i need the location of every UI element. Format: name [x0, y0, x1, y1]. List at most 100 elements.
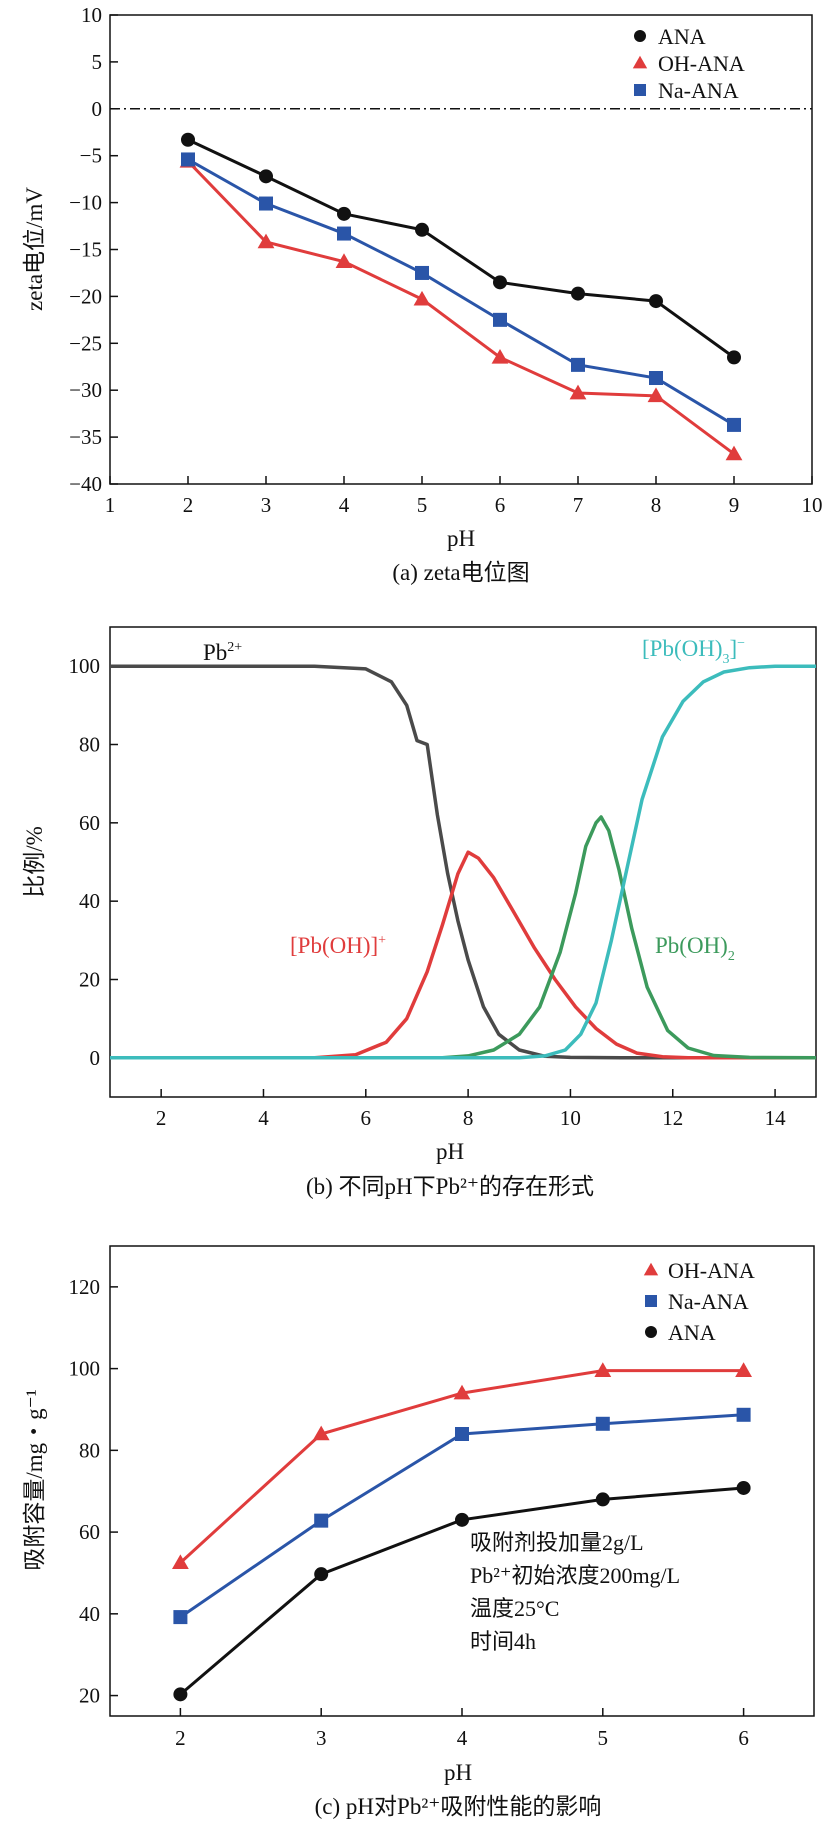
panel-b-x-tick-label-2: 2: [156, 1106, 167, 1130]
legend-c-label-na-ana: Na-ANA: [668, 1289, 749, 1314]
point-c-oh-ana-ph4: [453, 1384, 471, 1400]
point-oh-ana-ph3: [257, 233, 275, 249]
panel-a-x-tick-label-3: 3: [261, 493, 272, 517]
panel-c-x-tick-label-3: 3: [316, 1726, 327, 1750]
panel-a-y-tick-label-10: −10: [69, 191, 102, 215]
panel-a-y-tick-label-5: 5: [92, 50, 103, 74]
note-time: 时间4h: [470, 1629, 536, 1654]
panel-a-y-tick-label-30: −30: [69, 378, 102, 402]
panel-a-y-tick-label-5: −5: [80, 144, 102, 168]
point-na-ana-ph2: [181, 152, 195, 167]
panel-a-x-tick-label-9: 9: [729, 493, 740, 517]
legend-label-na-ana: Na-ANA: [658, 78, 739, 103]
point-ana-ph8: [649, 294, 663, 309]
panel-a-y-axis-label: zeta电位/mV: [22, 187, 47, 311]
point-c-oh-ana-ph3: [312, 1425, 330, 1441]
panel-a-y-tick-label-0: 0: [92, 97, 103, 121]
point-ana-ph6: [493, 275, 507, 290]
point-c-ana-ph5: [595, 1492, 610, 1507]
point-ana-ph3: [259, 169, 273, 184]
panel-b-plot-frame: [109, 626, 817, 1098]
point-c-ana-ph2: [173, 1687, 188, 1702]
legend-c-label-oh-ana: OH-ANA: [668, 1258, 755, 1283]
point-ana-ph2: [181, 132, 195, 147]
panel-a-x-tick-label-10: 10: [802, 493, 823, 517]
point-na-ana-ph7: [571, 357, 585, 372]
point-oh-ana-ph7: [569, 384, 587, 400]
panel-a-series: [179, 132, 743, 461]
legend-marker-na-ana: [634, 84, 646, 96]
species-curve-pb-oh-3: [110, 664, 816, 1060]
point-oh-ana-ph8: [647, 387, 665, 403]
point-na-ana-ph4: [337, 226, 351, 241]
label-pboh3-minus: [Pb(OH)3]−: [642, 636, 745, 667]
panel-c-x-axis-label: pH: [444, 1760, 472, 1785]
label-pboh2: Pb(OH)2: [655, 933, 735, 964]
panel-b-y-tick-label-20: 20: [79, 968, 100, 992]
panel-b-y-tick-label-40: 40: [79, 889, 100, 913]
panel-c-y-tick-label-120: 120: [69, 1275, 101, 1299]
panel-c-x-tick-label-4: 4: [457, 1726, 468, 1750]
point-ana-ph4: [337, 206, 351, 221]
panel-b-x-tick-label-6: 6: [361, 1106, 372, 1130]
panel-b-x-ticks: 2 4 6 8 10 12 14: [156, 1089, 786, 1130]
series-line-ana: [187, 138, 735, 359]
legend-c-label-ana: ANA: [668, 1320, 716, 1345]
panel-b-caption: (b) 不同pH下Pb²⁺的存在形式: [306, 1174, 594, 1199]
legend-label-ana: ANA: [658, 24, 706, 49]
panel-a-y-tick-label-15: −15: [69, 238, 102, 262]
point-na-ana-ph6: [493, 312, 507, 327]
point-na-ana-ph3: [259, 196, 273, 211]
panel-b-y-tick-label-100: 100: [69, 654, 101, 678]
point-c-ana-ph3: [314, 1567, 329, 1582]
panel-c-y-axis-label: 吸附容量/mg・g⁻¹: [22, 1389, 47, 1570]
panel-a-y-tick-label-40: −40: [69, 472, 102, 496]
panel-a-x-tick-label-6: 6: [495, 493, 506, 517]
point-na-ana-ph9: [727, 417, 741, 432]
panel-a-zeta-potential: 1 2 3 4 5 6 7 8 9 10 1050−5−10−15−20−25−30−35−40 …: [22, 3, 823, 585]
panel-a-caption: (a) zeta电位图: [392, 560, 529, 585]
point-c-oh-ana-ph2: [172, 1554, 189, 1570]
panel-c-series: [172, 1362, 752, 1702]
point-oh-ana-ph6: [491, 348, 509, 364]
panel-b-x-tick-label-10: 10: [560, 1106, 581, 1130]
panel-b-x-tick-label-12: 12: [662, 1106, 683, 1130]
legend-label-oh-ana: OH-ANA: [658, 51, 745, 76]
species-curve-pb-oh-2: [110, 815, 817, 1060]
point-oh-ana-ph5: [413, 290, 431, 306]
panel-c-x-tick-label-6: 6: [738, 1726, 749, 1750]
panel-c-x-ticks: 2 3 4 5 6: [175, 1708, 749, 1750]
legend-c-marker-ana: [645, 1326, 657, 1338]
label-pb2plus: Pb2+: [203, 640, 242, 665]
panel-b-y-ticks: 100 80 60 40 20 0: [69, 654, 118, 1070]
panel-b-x-tick-label-8: 8: [463, 1106, 474, 1130]
panel-c-x-tick-label-5: 5: [598, 1726, 609, 1750]
series-line-na-ana: [187, 158, 735, 427]
panel-b-x-axis-label: pH: [436, 1139, 464, 1164]
note-temperature: 温度25°C: [470, 1596, 559, 1621]
species-curve-pb-oh: [110, 850, 816, 1060]
panel-c-conditions-note: 吸附剂投加量2g/L Pb²⁺初始浓度200mg/L 温度25°C 时间4h: [470, 1530, 680, 1654]
point-c-ana-ph4: [455, 1512, 469, 1527]
point-c-na-ana-ph4: [455, 1427, 469, 1441]
panel-c-plot-frame: [109, 1245, 815, 1717]
point-c-na-ana-ph3: [314, 1513, 329, 1528]
panel-b-y-tick-label-60: 60: [79, 811, 100, 835]
panel-a-x-axis-label: pH: [447, 526, 475, 551]
point-c-oh-ana-ph6: [735, 1362, 752, 1377]
panel-b-y-tick-label-0: 0: [90, 1046, 101, 1070]
panel-c-y-ticks: 120 100 80 60 40 20: [69, 1275, 118, 1708]
panel-a-x-tick-label-8: 8: [651, 493, 662, 517]
panel-a-x-tick-label-2: 2: [183, 493, 194, 517]
legend-c-marker-oh-ana: [643, 1262, 659, 1276]
point-c-oh-ana-ph5: [594, 1362, 612, 1377]
point-ana-ph9: [727, 350, 741, 365]
panel-a-x-ticks: 1 2 3 4 5 6 7 8 9 10: [105, 476, 823, 517]
point-na-ana-ph5: [415, 265, 429, 280]
point-ana-ph5: [415, 222, 429, 237]
point-c-ana-ph6: [736, 1480, 751, 1495]
panel-a-x-tick-label-5: 5: [417, 493, 428, 517]
panel-a-y-tick-label-20: −20: [69, 284, 102, 308]
point-c-na-ana-ph2: [173, 1610, 188, 1625]
